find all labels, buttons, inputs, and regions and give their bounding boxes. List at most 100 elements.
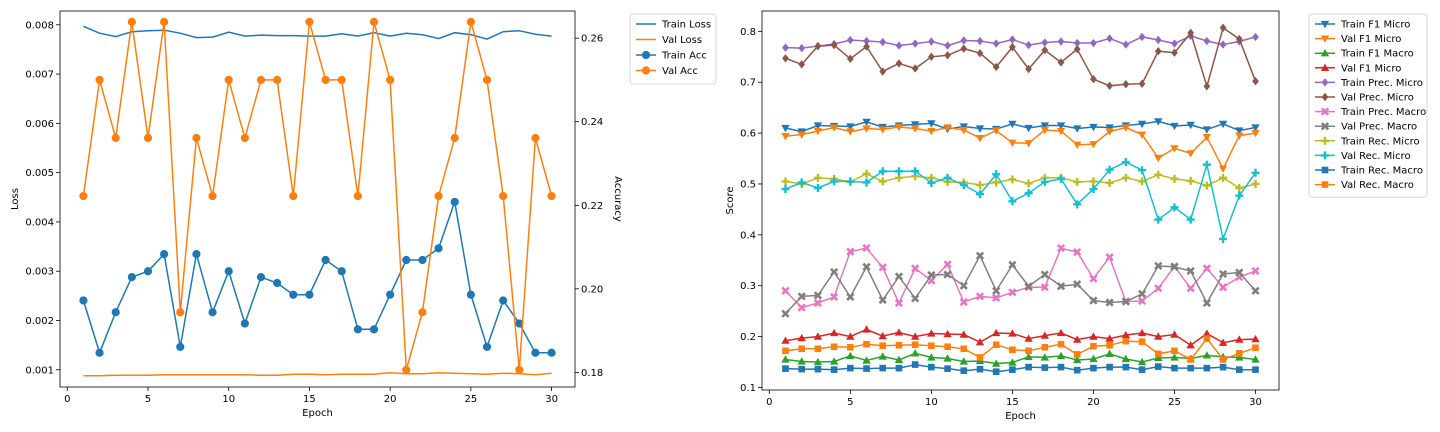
- data-point: [1235, 127, 1244, 135]
- data-point: [1171, 347, 1178, 355]
- data-point: [1186, 341, 1195, 349]
- data-point: [1056, 122, 1066, 130]
- x-tick-label: 10: [925, 397, 938, 408]
- data-point: [1154, 215, 1163, 224]
- data-point: [305, 17, 314, 26]
- data-point: [1090, 342, 1097, 350]
- data-point: [1235, 350, 1243, 357]
- x-tick-label: 30: [545, 394, 558, 405]
- data-point: [1106, 34, 1113, 43]
- data-point: [208, 308, 217, 317]
- data-point: [531, 348, 540, 357]
- data-point: [813, 184, 822, 193]
- data-point: [1170, 330, 1179, 338]
- data-point: [337, 75, 346, 85]
- data-point: [1090, 38, 1097, 48]
- series-val-rec-macro: [782, 335, 1259, 363]
- data-point: [1154, 353, 1163, 362]
- data-point: [1170, 145, 1179, 153]
- data-point: [975, 180, 984, 189]
- data-point: [894, 123, 904, 132]
- data-point: [943, 173, 952, 182]
- data-point: [1138, 32, 1146, 42]
- data-point: [1073, 141, 1082, 149]
- data-point: [1154, 332, 1163, 340]
- legend-marker: [1320, 63, 1330, 71]
- data-point: [847, 343, 854, 351]
- data-point: [1202, 264, 1211, 273]
- data-point: [499, 296, 508, 305]
- x-tick-label: 5: [847, 397, 853, 408]
- data-point: [1203, 364, 1211, 372]
- loss-accuracy-chart: 0 5 10 15 20 25 30 0.001 0.002 0.003 0.004 0.005 0.0…: [10, 10, 717, 419]
- data-point: [1218, 165, 1228, 173]
- data-point: [1219, 40, 1227, 49]
- data-point: [1009, 35, 1016, 44]
- legend-marker: [1320, 35, 1330, 43]
- legend-item: Train Acc: [636, 51, 707, 62]
- legend-label: Val F1 Micro: [1341, 34, 1401, 45]
- data-point: [782, 365, 789, 372]
- data-point: [256, 75, 266, 85]
- data-point: [1106, 81, 1113, 90]
- data-point: [1186, 150, 1195, 158]
- data-point: [1122, 80, 1130, 89]
- data-point: [369, 325, 379, 334]
- legend: Train Loss Val Loss Train Acc Val Acc: [629, 13, 717, 85]
- data-point: [1138, 366, 1146, 373]
- data-point: [1041, 364, 1049, 371]
- data-point: [1186, 215, 1195, 224]
- data-point: [1057, 340, 1065, 348]
- legend-item: Train Prec. Micro: [1315, 78, 1423, 89]
- data-point: [1186, 266, 1195, 276]
- legend-label: Train Prec. Macro: [1340, 107, 1426, 118]
- data-point: [1040, 331, 1050, 339]
- legend-item: Val F1 Micro: [1315, 34, 1401, 45]
- data-point: [111, 133, 120, 143]
- data-point: [1105, 165, 1114, 174]
- x-tick-label: 30: [1249, 397, 1262, 408]
- data-point: [1154, 363, 1162, 370]
- data-point: [910, 121, 920, 129]
- series-val-acc: [79, 17, 556, 374]
- x-axis-label: Epoch: [1005, 411, 1036, 422]
- data-point: [1009, 42, 1016, 52]
- data-point: [959, 330, 968, 338]
- data-point: [992, 293, 1001, 303]
- data-point: [531, 133, 540, 143]
- data-point: [830, 177, 839, 186]
- data-point: [943, 270, 952, 279]
- series-train-rec-macro: [782, 361, 1259, 375]
- legend-item: Train Rec. Macro: [1315, 166, 1423, 177]
- data-point: [894, 355, 904, 364]
- data-point: [1138, 79, 1146, 88]
- legend-label: Val Prec. Micro: [1341, 93, 1414, 104]
- data-point: [846, 351, 855, 360]
- data-point: [846, 177, 855, 186]
- data-point: [894, 298, 904, 308]
- data-point: [289, 290, 298, 299]
- legend: Train F1 Micro Val F1 Micro Train F1 Macro…: [1308, 13, 1428, 198]
- legend-item: Train F1 Micro: [1315, 20, 1410, 31]
- data-point: [289, 191, 298, 201]
- data-point: [829, 357, 839, 365]
- data-point: [1137, 131, 1147, 139]
- data-point: [353, 325, 362, 334]
- data-point: [781, 286, 790, 295]
- legend-item: Train F1 Macro: [1315, 49, 1414, 60]
- data-point: [1154, 118, 1163, 126]
- data-point: [960, 36, 968, 45]
- data-point: [976, 365, 984, 373]
- data-point: [1089, 123, 1098, 132]
- data-point: [143, 267, 153, 276]
- data-point: [1090, 74, 1097, 84]
- data-point: [975, 251, 985, 260]
- data-point: [1137, 289, 1147, 298]
- legend-marker: [1321, 136, 1329, 145]
- series-val-rec-micro: [781, 158, 1260, 243]
- data-point: [1251, 124, 1260, 132]
- data-point: [127, 273, 136, 282]
- data-point: [1056, 243, 1066, 253]
- legend-item: Train Prec. Macro: [1315, 107, 1426, 118]
- data-point: [781, 124, 790, 133]
